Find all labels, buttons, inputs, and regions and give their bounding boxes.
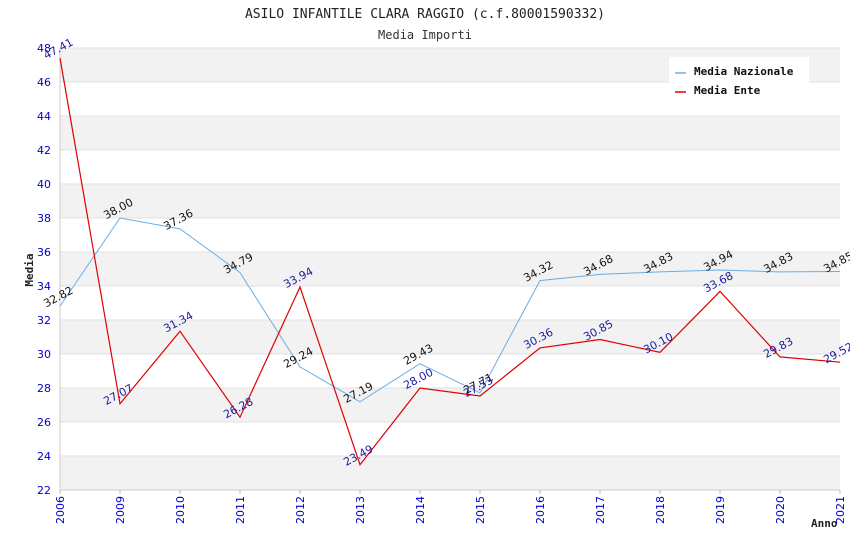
grid-band bbox=[60, 320, 840, 354]
y-tick-label: 38 bbox=[37, 212, 51, 225]
series-line-media-ente bbox=[59, 57, 841, 466]
grid-band bbox=[60, 456, 840, 490]
x-tick-label: 2011 bbox=[234, 496, 247, 524]
grid-band bbox=[60, 184, 840, 218]
y-tick-label: 26 bbox=[37, 416, 51, 429]
grid-band bbox=[60, 252, 840, 286]
y-tick-label: 28 bbox=[37, 382, 51, 395]
x-tick-label: 2017 bbox=[594, 496, 607, 524]
x-tick-label: 2012 bbox=[294, 496, 307, 524]
grid-band bbox=[60, 116, 840, 150]
legend: Media Nazionale Media Ente bbox=[669, 57, 809, 101]
grid-band bbox=[60, 388, 840, 422]
grid-bands bbox=[60, 48, 840, 490]
y-tick-label: 24 bbox=[37, 450, 51, 463]
y-tick-label: 48 bbox=[37, 42, 51, 55]
x-tick-label: 2021 bbox=[834, 496, 847, 524]
series-line-media-nazionale bbox=[59, 217, 841, 403]
x-tick-label: 2009 bbox=[114, 496, 127, 524]
y-tick-label: 30 bbox=[37, 348, 51, 361]
x-tick-label: 2018 bbox=[654, 496, 667, 524]
y-tick-label: 40 bbox=[37, 178, 51, 191]
y-tick-label: 32 bbox=[37, 314, 51, 327]
chart-title: ASILO INFANTILE CLARA RAGGIO (c.f.800015… bbox=[245, 7, 605, 22]
y-axis-label: Media bbox=[23, 253, 36, 286]
y-tick-label: 36 bbox=[37, 246, 51, 259]
y-tick-label: 46 bbox=[37, 76, 51, 89]
x-tick-label: 2010 bbox=[174, 496, 187, 524]
x-tick-label: 2015 bbox=[474, 496, 487, 524]
y-tick-label: 42 bbox=[37, 144, 51, 157]
chart-subtitle: Media Importi bbox=[378, 28, 472, 42]
x-tick-label: 2013 bbox=[354, 496, 367, 524]
y-tick-label: 34 bbox=[37, 280, 51, 293]
x-axis-label: Anno bbox=[811, 517, 838, 530]
legend-box bbox=[669, 57, 809, 101]
y-tick-labels: 22 24 26 28 30 32 34 36 38 40 42 44 46 48 bbox=[37, 42, 51, 497]
legend-label-media-nazionale: Media Nazionale bbox=[694, 65, 794, 78]
y-tick-label: 44 bbox=[37, 110, 51, 123]
x-tick-label: 2019 bbox=[714, 496, 727, 524]
x-tick-label: 2006 bbox=[54, 496, 67, 524]
x-tick-label: 2014 bbox=[414, 496, 427, 524]
legend-label-media-ente: Media Ente bbox=[694, 84, 761, 97]
x-tick-label: 2016 bbox=[534, 496, 547, 524]
y-tick-label: 22 bbox=[37, 484, 51, 497]
x-tick-labels: 2006 2009 2010 2011 2012 2013 2014 2015 2016 2017… bbox=[54, 490, 847, 524]
x-tick-label: 2020 bbox=[774, 496, 787, 524]
series-lines bbox=[59, 57, 841, 466]
